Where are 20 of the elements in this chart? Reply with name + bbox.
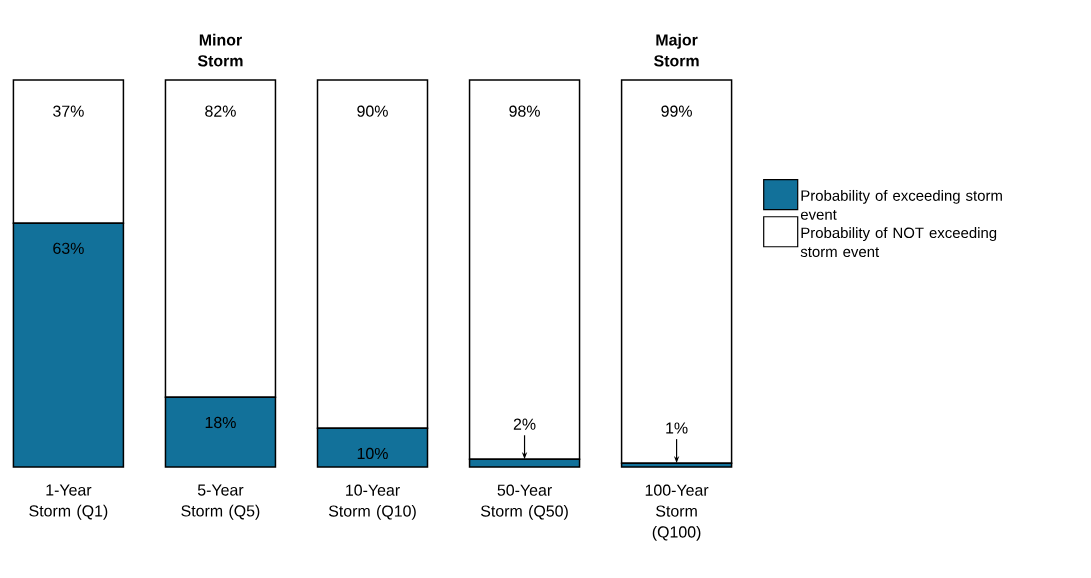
data-label: 98% (509, 105, 540, 117)
text: Minor Storm (197, 33, 243, 67)
data-label: 2% (513, 418, 536, 430)
x-tick-label: 10-Year Storm (Q10) (328, 484, 416, 520)
data-label: 37% (53, 105, 84, 117)
x-tick-label: 50-Year Storm (Q50) (480, 484, 568, 520)
data-label: 82% (205, 105, 236, 117)
x-tick-label: 100-Year Storm (Q100) (645, 484, 709, 541)
text: Major Storm (654, 33, 699, 67)
data-label: 90% (357, 105, 388, 117)
legend-label: Probability of NOT exceeding storm event (800, 227, 997, 258)
x-tick-label: 5-Year Storm (Q5) (181, 484, 260, 520)
data-label: 99% (661, 105, 692, 117)
data-label: 10% (357, 447, 388, 460)
bar (620, 79, 733, 464)
data-label: 18% (205, 416, 236, 429)
x-tick-label: 1-Year Storm (Q1) (29, 484, 108, 520)
data-label: 1% (666, 422, 688, 434)
legend-label: Probability of exceeding storm event (800, 189, 1002, 220)
data-label: 63% (53, 242, 84, 254)
